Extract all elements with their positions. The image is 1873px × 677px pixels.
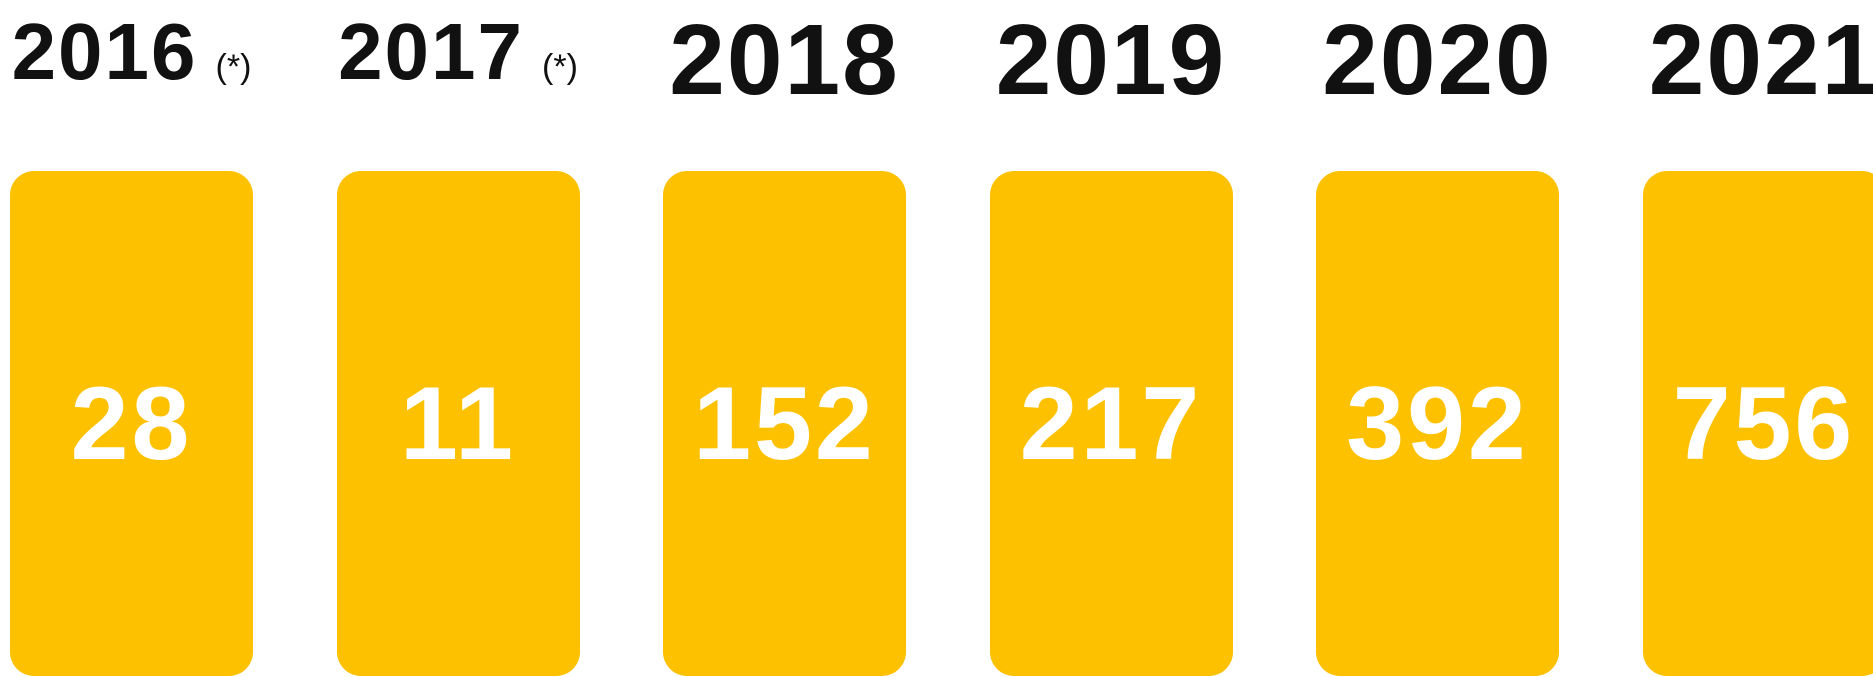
year-column: 2020 392: [1316, 0, 1559, 677]
year-heading: 2016 (*): [0, 0, 293, 112]
year-column: 2019 217: [989, 0, 1233, 677]
year-label: 2020: [1322, 3, 1553, 116]
year-heading: 2021: [1603, 0, 1873, 120]
year-note: (*): [215, 47, 252, 86]
year-label: 2016: [11, 7, 198, 96]
card-value: 392: [1346, 366, 1529, 482]
year-label: 2021: [1648, 3, 1873, 116]
year-label: 2018: [669, 3, 900, 116]
value-card: 392: [1316, 171, 1559, 676]
year-column: 2021 756: [1642, 0, 1873, 677]
value-card: 217: [989, 171, 1233, 676]
year-column: 2018 152: [663, 0, 906, 677]
year-heading: 2018: [623, 0, 946, 120]
card-value: 11: [400, 366, 516, 482]
value-card: 152: [663, 171, 906, 676]
value-card: 11: [336, 171, 580, 676]
card-value: 28: [70, 366, 193, 482]
year-column: 2017 (*) 11: [336, 0, 580, 677]
card-value: 217: [1019, 366, 1203, 482]
value-card: 756: [1642, 171, 1873, 676]
card-value: 756: [1672, 366, 1856, 482]
year-label: 2017: [338, 7, 525, 96]
value-card: 28: [10, 171, 253, 676]
year-heading: 2020: [1276, 0, 1599, 120]
year-heading: 2017 (*): [297, 0, 620, 112]
card-value: 152: [693, 366, 876, 482]
year-note: (*): [542, 47, 578, 86]
year-label: 2019: [995, 3, 1227, 116]
year-heading: 2019: [950, 0, 1273, 120]
year-column: 2016 (*) 28: [10, 0, 253, 677]
